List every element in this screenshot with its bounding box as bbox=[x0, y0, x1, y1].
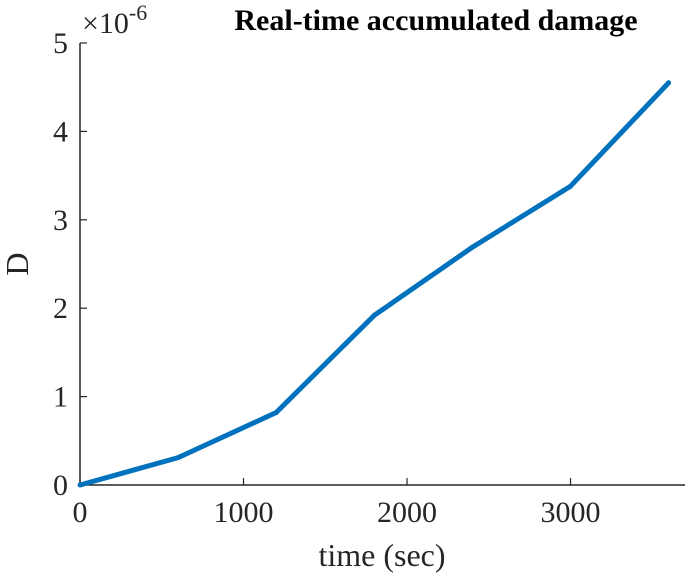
data-point bbox=[469, 244, 475, 250]
x-axis-label: time (sec) bbox=[318, 537, 445, 573]
x-axis-ticks: 0 1000 2000 3000 bbox=[73, 478, 601, 529]
y-axis-exponent-base: ×10 bbox=[82, 7, 129, 40]
y-axis-ticks: 0 1 2 3 4 5 bbox=[53, 27, 87, 502]
chart-title: Real-time accumulated damage bbox=[234, 4, 637, 37]
data-point bbox=[568, 183, 574, 189]
plot-area bbox=[80, 43, 685, 485]
data-point bbox=[77, 482, 83, 488]
x-tick-label: 2000 bbox=[377, 496, 437, 529]
y-tick-label: 0 bbox=[53, 469, 68, 502]
y-axis-exponent: ×10-6 bbox=[82, 0, 147, 40]
axes bbox=[79, 43, 685, 486]
y-tick-label: 4 bbox=[53, 115, 68, 148]
y-axis-label: D bbox=[0, 252, 35, 275]
y-tick-label: 5 bbox=[53, 27, 68, 60]
y-tick-label: 2 bbox=[53, 292, 68, 325]
x-tick-label: 1000 bbox=[214, 496, 274, 529]
data-point bbox=[175, 455, 181, 461]
data-point bbox=[273, 410, 279, 416]
x-tick-label: 3000 bbox=[541, 496, 601, 529]
x-tick-label: 0 bbox=[73, 496, 88, 529]
y-tick-label: 1 bbox=[53, 381, 68, 414]
y-axis-exponent-power: -6 bbox=[129, 0, 147, 25]
data-point bbox=[371, 312, 377, 318]
data-point bbox=[666, 80, 672, 86]
series-layer bbox=[77, 80, 672, 488]
y-tick-label: 3 bbox=[53, 204, 68, 237]
